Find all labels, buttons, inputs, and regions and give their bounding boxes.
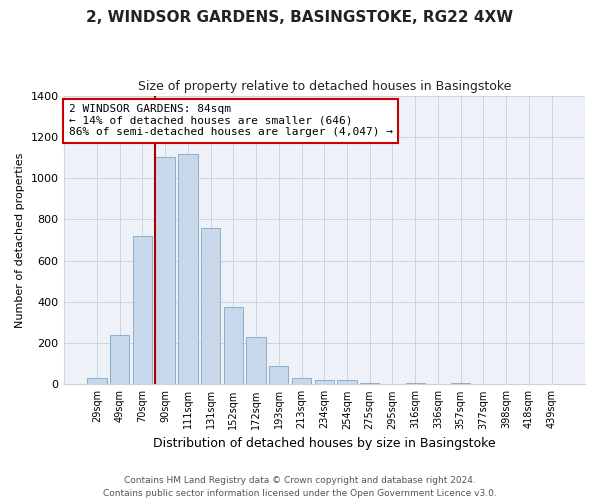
X-axis label: Distribution of detached houses by size in Basingstoke: Distribution of detached houses by size … (153, 437, 496, 450)
Bar (155, 158, 175, 384)
Bar (87, 378, 107, 384)
Bar (133, 236, 152, 384)
Bar (224, 307, 243, 384)
Bar (178, 154, 197, 384)
Text: Contains HM Land Registry data © Crown copyright and database right 2024.
Contai: Contains HM Land Registry data © Crown c… (103, 476, 497, 498)
Bar (201, 228, 220, 384)
Bar (110, 335, 130, 384)
Text: 2 WINDSOR GARDENS: 84sqm
← 14% of detached houses are smaller (646)
86% of semi-: 2 WINDSOR GARDENS: 84sqm ← 14% of detach… (69, 104, 393, 138)
Y-axis label: Number of detached properties: Number of detached properties (15, 152, 25, 328)
Bar (269, 366, 289, 384)
Bar (247, 337, 266, 384)
Bar (337, 380, 356, 384)
Bar (292, 378, 311, 384)
Bar (314, 380, 334, 384)
Title: Size of property relative to detached houses in Basingstoke: Size of property relative to detached ho… (137, 80, 511, 93)
Text: 2, WINDSOR GARDENS, BASINGSTOKE, RG22 4XW: 2, WINDSOR GARDENS, BASINGSTOKE, RG22 4X… (86, 10, 514, 25)
